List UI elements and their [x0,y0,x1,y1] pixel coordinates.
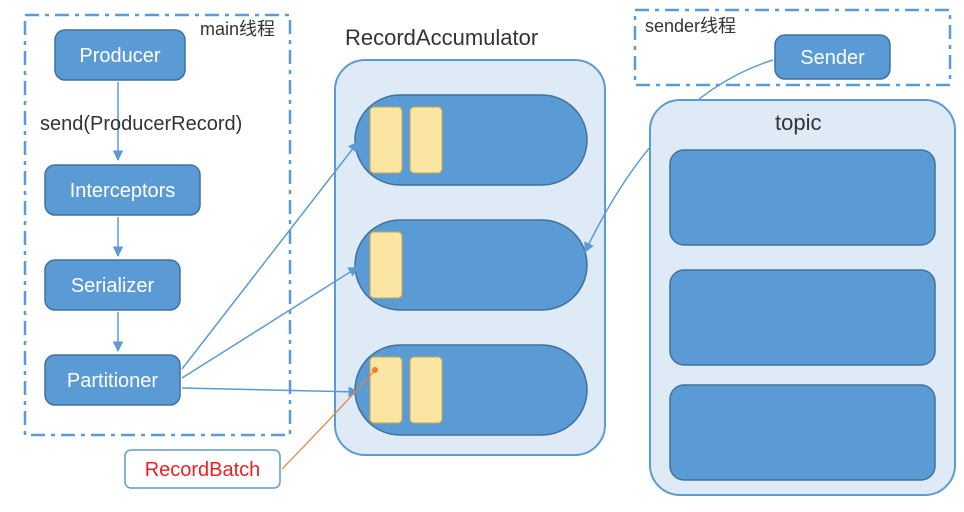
topic-title: topic [775,110,821,135]
serializer-node-label: Serializer [71,275,155,297]
sender-thread-label: sender线程 [645,16,736,36]
diagram-canvas: main线程 Producer Interceptors Serializer Part… [0,0,964,512]
producer-node-label: Producer [79,45,160,67]
queue-1-batch-0 [370,232,402,298]
record-batch-label: RecordBatch [145,459,261,481]
send-label: send(ProducerRecord) [40,113,242,135]
partitioner-node-label: Partitioner [67,370,158,392]
interceptors-node-label: Interceptors [70,180,176,202]
queue-2-batch-1 [410,357,442,423]
queue-0-batch-1 [410,107,442,173]
main-thread-label: main线程 [200,19,275,39]
partitioner-arrow-0 [182,142,358,369]
record-batch-callout-dot [372,367,378,373]
topic-partition-2 [670,385,935,480]
sender-node-label: Sender [800,47,865,69]
queue-2-batch-0 [370,357,402,423]
topic-partition-0 [670,150,935,245]
accumulator-title: RecordAccumulator [345,25,538,50]
partitioner-arrow-2 [182,388,358,392]
partitioner-arrow-1 [182,267,358,378]
topic-partition-1 [670,270,935,365]
queue-0-batch-0 [370,107,402,173]
